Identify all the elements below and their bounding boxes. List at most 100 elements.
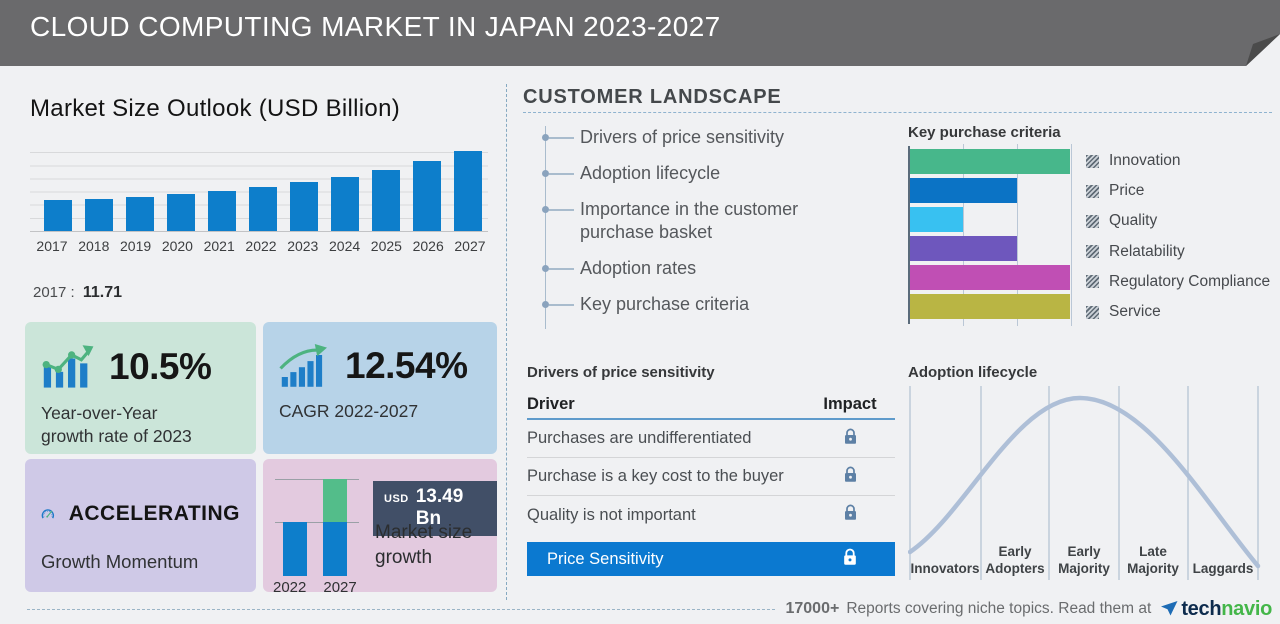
mini-bar-2022 — [283, 522, 307, 576]
legend-label: Regulatory Compliance — [1109, 272, 1271, 290]
footer: 17000+ Reports covering niche topics. Re… — [27, 596, 1272, 622]
legend-label: Innovation — [1109, 152, 1181, 170]
hatch-swatch-icon — [1086, 184, 1099, 198]
x-tick: 2022 — [245, 238, 277, 254]
momentum-status: ACCELERATING — [68, 502, 240, 525]
legend-label: Price — [1109, 182, 1145, 200]
lock-icon — [844, 504, 856, 520]
page-fold-corner-icon — [1246, 34, 1280, 66]
yoy-caption: Year-over-Year growth rate of 2023 — [41, 403, 192, 446]
bar-2023 — [290, 182, 318, 231]
drivers-title: Drivers of price sensitivity — [527, 364, 715, 381]
column-header-driver: Driver — [527, 394, 575, 413]
driver-label: Purchase is a key cost to the buyer — [527, 467, 784, 485]
mini-year-left: 2022 — [273, 579, 307, 596]
bar-2017 — [44, 200, 72, 231]
note-year: 2017 — [33, 284, 67, 301]
growth-mini-chart — [275, 479, 359, 576]
list-item-label: Adoption lifecycle — [580, 163, 721, 184]
bar-2027 — [454, 151, 482, 231]
stage-label: Innovators — [910, 561, 980, 577]
legend-label: Quality — [1109, 212, 1158, 230]
legend-item: Service — [1086, 297, 1270, 327]
connector-line — [549, 173, 574, 175]
bar-innovation — [910, 149, 1070, 174]
yoy-growth-card: 10.5% Year-over-Year growth rate of 2023 — [25, 322, 256, 454]
market-size-bar-chart — [30, 140, 488, 232]
bar-fill — [910, 207, 964, 232]
table-row: Quality is not important — [527, 496, 895, 534]
technavio-logo-icon — [1161, 601, 1178, 616]
list-item-label: Importance in the customer purchase bask… — [580, 199, 799, 243]
driver-label: Purchases are undifferentiated — [527, 429, 752, 447]
key-purchase-criteria-legend: Innovation Price Quality Relatability Re… — [1086, 146, 1270, 327]
gridline — [1071, 144, 1072, 326]
bars-trend-icon — [42, 345, 94, 388]
usd-growth-badge: USD 13.49 Bn — [373, 481, 497, 536]
stat-cards: 10.5% Year-over-Year growth rate of 2023… — [25, 322, 497, 596]
x-tick: 2018 — [78, 238, 110, 254]
connector-line — [549, 304, 574, 306]
footer-dashed-rule — [27, 608, 776, 610]
report-count: 17000+ — [785, 600, 840, 617]
key-purchase-criteria-title: Key purchase criteria — [908, 124, 1061, 141]
note-value: 11.71 — [82, 284, 123, 301]
bar-fill — [910, 265, 1070, 290]
table-header-row: Driver Impact — [527, 390, 895, 420]
bar-service — [910, 294, 1070, 319]
mini-bar-2027 — [323, 479, 347, 576]
legend-item: Price — [1086, 176, 1270, 206]
x-tick: 2017 — [36, 238, 68, 254]
footer-text: Reports covering niche topics. Read them… — [846, 600, 1152, 617]
gridline — [275, 479, 359, 480]
customer-landscape-title: CUSTOMER LANDSCAPE — [523, 86, 782, 108]
brand-tech: tech — [1181, 597, 1222, 620]
customer-landscape-list: Drivers of price sensitivity Adoption li… — [541, 126, 875, 330]
price-sensitivity-highlight-row: Price Sensitivity — [527, 542, 895, 576]
growth-arrow-icon — [279, 344, 327, 387]
momentum-caption: Growth Momentum — [41, 551, 199, 572]
cagr-caption: CAGR 2022-2027 — [279, 401, 419, 421]
bar-fill — [910, 236, 1017, 261]
yoy-value: 10.5% — [109, 346, 212, 387]
x-tick: 2020 — [161, 238, 193, 254]
bar-2020 — [167, 193, 195, 231]
lifecycle-stage-labels: Innovators Early Adopters Early Majority… — [908, 542, 1262, 580]
bell-curve — [908, 395, 1261, 569]
list-item: Drivers of price sensitivity — [541, 126, 875, 149]
bar-series — [44, 140, 482, 231]
section-divider — [506, 84, 507, 600]
stage-label: Early Adopters — [985, 544, 1045, 577]
technavio-logo[interactable]: tech navio — [1161, 598, 1272, 621]
legend-item: Regulatory Compliance — [1086, 267, 1270, 297]
x-tick: 2025 — [370, 238, 402, 254]
legend-item: Quality — [1086, 206, 1270, 236]
bar-2026 — [413, 161, 441, 231]
legend-item: Innovation — [1086, 146, 1270, 176]
badge-currency: USD — [384, 493, 409, 505]
mini-chart-years: 2022 2027 — [273, 579, 369, 596]
badge-value: 13.49 Bn — [415, 486, 464, 529]
x-tick: 2021 — [203, 238, 235, 254]
x-tick: 2024 — [329, 238, 361, 254]
connector-line — [549, 137, 574, 139]
x-axis-labels: 2017 2018 2019 2020 2021 2022 2023 2024 … — [32, 238, 490, 254]
bar-2021 — [208, 190, 236, 231]
bar-2019 — [126, 196, 154, 231]
bullet-dot-icon — [541, 265, 549, 273]
list-item-label: Drivers of price sensitivity — [580, 127, 785, 147]
lock-icon — [844, 428, 856, 444]
stage-label: Laggards — [1192, 561, 1254, 577]
growth-segment — [323, 479, 347, 523]
adoption-lifecycle-title: Adoption lifecycle — [908, 364, 1038, 381]
cagr-card: 12.54% CAGR 2022-2027 — [263, 322, 497, 454]
bar-quality — [910, 207, 964, 232]
lock-icon — [844, 548, 856, 565]
highlight-label: Price Sensitivity — [547, 549, 664, 568]
table-row: Purchase is a key cost to the buyer — [527, 458, 895, 496]
connector-line — [549, 209, 574, 211]
bar-2018 — [85, 198, 113, 231]
bullet-dot-icon — [541, 301, 549, 309]
market-size-outlook-title: Market Size Outlook (USD Billion) — [30, 95, 401, 122]
